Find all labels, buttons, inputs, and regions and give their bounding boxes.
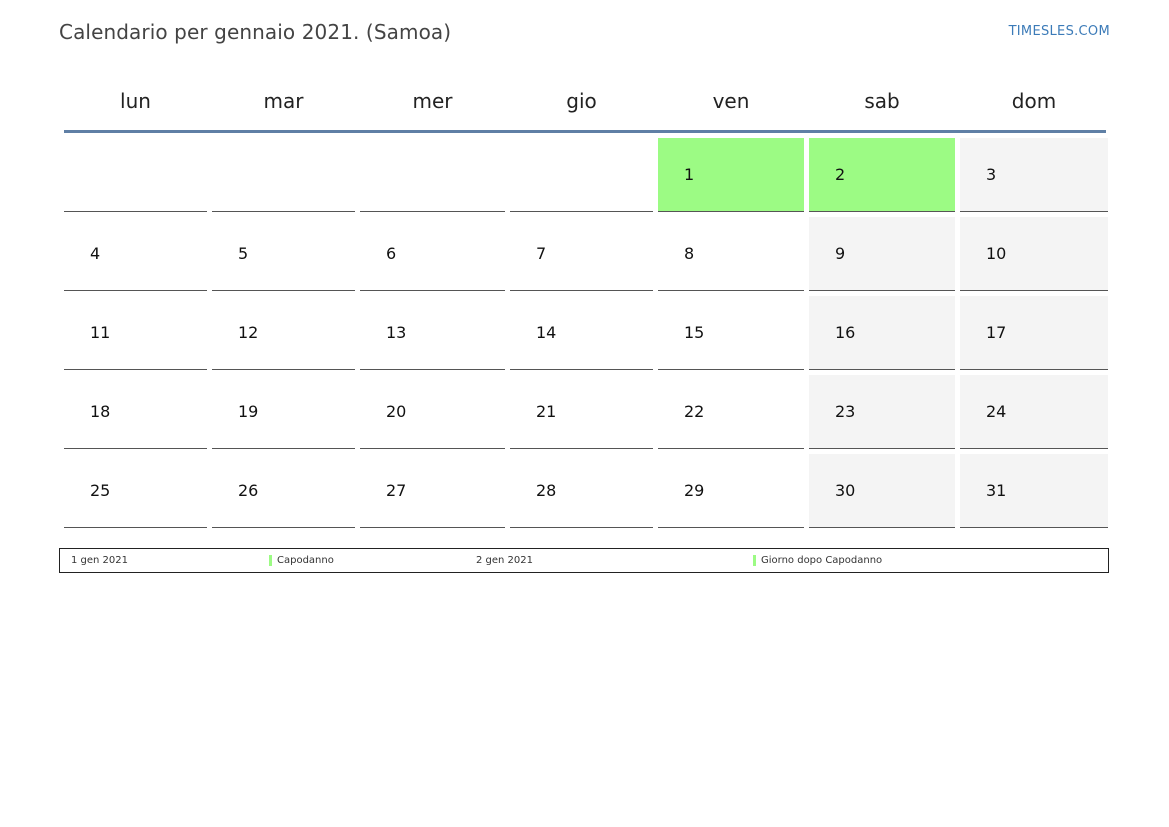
- weekday-tue: mar: [263, 89, 304, 113]
- weekday-fri: ven: [712, 89, 750, 113]
- week-row: 11 12 13 14 15 16 17: [64, 296, 1108, 370]
- day-cell[interactable]: 25: [64, 454, 207, 528]
- brand-link[interactable]: TIMESLES.COM: [1008, 24, 1110, 39]
- weekday-sun: dom: [1011, 89, 1057, 113]
- day-cell[interactable]: 12: [212, 296, 355, 370]
- day-cell-weekend[interactable]: 17: [960, 296, 1108, 370]
- day-cell[interactable]: 19: [212, 375, 355, 449]
- day-cell-weekend[interactable]: 30: [809, 454, 955, 528]
- holiday-legend: 1 gen 2021 Capodanno 2 gen 2021 Giorno d…: [59, 548, 1109, 573]
- day-cell[interactable]: 14: [510, 296, 653, 370]
- day-cell-weekend[interactable]: 3: [960, 138, 1108, 212]
- day-cell[interactable]: 18: [64, 375, 207, 449]
- day-cell-weekend[interactable]: 23: [809, 375, 955, 449]
- legend-holiday-name: Capodanno: [277, 555, 334, 566]
- day-cell[interactable]: 15: [658, 296, 804, 370]
- day-cell-empty: [360, 138, 505, 212]
- day-cell[interactable]: 8: [658, 217, 804, 291]
- weekday-mon: lun: [120, 89, 151, 113]
- day-cell-empty: [510, 138, 653, 212]
- day-cell[interactable]: 29: [658, 454, 804, 528]
- day-cell[interactable]: 22: [658, 375, 804, 449]
- day-cell[interactable]: 13: [360, 296, 505, 370]
- holiday-color-marker: [753, 555, 756, 566]
- legend-date: 2 gen 2021: [476, 555, 534, 566]
- day-cell-holiday[interactable]: 2: [809, 138, 955, 212]
- legend-date: 1 gen 2021: [71, 555, 129, 566]
- page-title: Calendario per gennaio 2021. (Samoa): [59, 20, 452, 44]
- day-cell[interactable]: 21: [510, 375, 653, 449]
- day-cell[interactable]: 28: [510, 454, 653, 528]
- weekday-wed: mer: [412, 89, 453, 113]
- day-cell-weekend[interactable]: 16: [809, 296, 955, 370]
- legend-holiday-name: Giorno dopo Capodanno: [761, 555, 883, 566]
- day-cell-empty: [64, 138, 207, 212]
- day-cell-weekend[interactable]: 10: [960, 217, 1108, 291]
- day-cell-weekend[interactable]: 24: [960, 375, 1108, 449]
- day-cell[interactable]: 4: [64, 217, 207, 291]
- day-cell[interactable]: 20: [360, 375, 505, 449]
- weekday-sat: sab: [864, 89, 900, 113]
- day-cell-holiday[interactable]: 1: [658, 138, 804, 212]
- day-cell[interactable]: 5: [212, 217, 355, 291]
- weekday-header: lun mar mer gio ven sab dom: [64, 72, 1106, 133]
- calendar-grid: lun mar mer gio ven sab dom 1 2 3 4 5 6 …: [64, 72, 1108, 528]
- day-cell-weekend[interactable]: 9: [809, 217, 955, 291]
- week-row: 25 26 27 28 29 30 31: [64, 454, 1108, 528]
- day-cell-weekend[interactable]: 31: [960, 454, 1108, 528]
- day-cell[interactable]: 11: [64, 296, 207, 370]
- weekday-thu: gio: [566, 89, 597, 113]
- day-cell[interactable]: 27: [360, 454, 505, 528]
- holiday-color-marker: [269, 555, 272, 566]
- week-row: 4 5 6 7 8 9 10: [64, 217, 1108, 291]
- week-row: 18 19 20 21 22 23 24: [64, 375, 1108, 449]
- week-row: 1 2 3: [64, 138, 1108, 212]
- day-cell-empty: [212, 138, 355, 212]
- day-cell[interactable]: 6: [360, 217, 505, 291]
- day-cell[interactable]: 7: [510, 217, 653, 291]
- day-cell[interactable]: 26: [212, 454, 355, 528]
